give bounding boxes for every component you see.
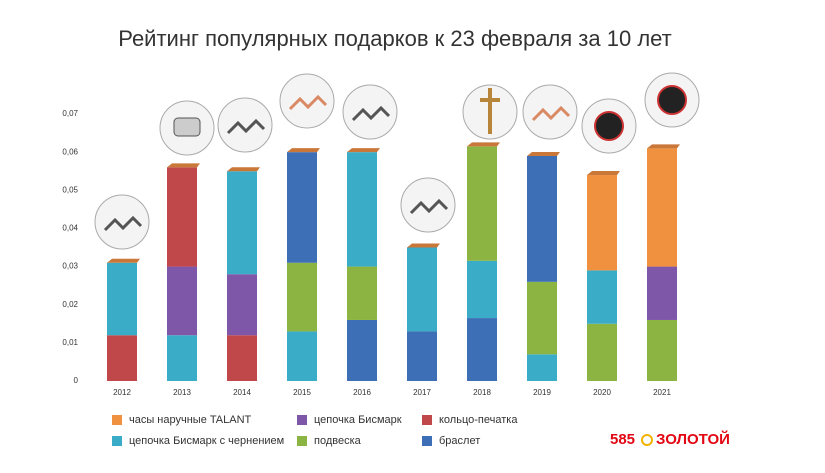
bar-cap <box>527 151 560 156</box>
bar-segment <box>467 146 497 261</box>
legend-label: цепочка Бисмарк с чернением <box>129 435 284 447</box>
x-tick-label: 2013 <box>173 388 191 397</box>
bar-segment <box>587 175 617 271</box>
brand-icon <box>641 434 653 446</box>
product-icons <box>94 72 700 250</box>
bar-segment <box>587 323 617 381</box>
bar-segment <box>647 266 677 320</box>
x-tick-label: 2012 <box>113 388 131 397</box>
legend-swatch <box>112 436 122 446</box>
bar-segment <box>527 354 557 381</box>
bar-segment <box>227 171 257 275</box>
legend-label: часы наручные TALANT <box>129 414 252 426</box>
bar-cap <box>347 148 380 153</box>
bar-cap <box>167 163 200 168</box>
y-tick-label: 0 <box>74 376 79 385</box>
x-tick-label: 2015 <box>293 388 311 397</box>
legend-label: браслет <box>439 435 480 447</box>
legend-swatch <box>297 415 307 425</box>
bar-cap <box>107 258 140 263</box>
legend-swatch <box>297 436 307 446</box>
x-tick-label: 2020 <box>593 388 611 397</box>
bar-segment <box>167 266 197 336</box>
bar-cap <box>407 243 440 248</box>
bar-segment <box>227 274 257 336</box>
bar-segment <box>407 247 437 332</box>
legend-swatch <box>422 415 432 425</box>
chart-title: Рейтинг популярных подарков к 23 февраля… <box>118 26 672 51</box>
x-tick-label: 2016 <box>353 388 371 397</box>
bar-segment <box>527 281 557 355</box>
bar-segment <box>107 262 137 336</box>
y-tick-label: 0,01 <box>62 338 78 347</box>
y-tick-label: 0,03 <box>62 262 78 271</box>
bar-segment <box>347 319 377 381</box>
y-tick-label: 0,04 <box>62 224 78 233</box>
bar-segment <box>467 318 497 381</box>
bar-cap <box>287 148 320 153</box>
bar-cap <box>467 142 500 147</box>
bar-segment <box>347 152 377 267</box>
legend-label: кольцо-печатка <box>439 414 518 426</box>
bar-segment <box>587 270 617 324</box>
bar-segment <box>287 262 317 332</box>
bar-segment <box>467 260 497 319</box>
bar-segment <box>647 148 677 267</box>
x-tick-label: 2014 <box>233 388 251 397</box>
brand-number: 585 <box>610 431 635 448</box>
x-tick-label: 2017 <box>413 388 431 397</box>
x-tick-label: 2018 <box>473 388 491 397</box>
y-tick-label: 0,06 <box>62 147 78 156</box>
bar-cap <box>227 167 260 172</box>
bar-segment <box>107 335 137 381</box>
legend-swatch <box>112 415 122 425</box>
y-tick-label: 0,02 <box>62 300 78 309</box>
x-tick-label: 2021 <box>653 388 671 397</box>
bar-segment <box>167 335 197 381</box>
bar-segment <box>167 167 197 267</box>
legend-label: цепочка Бисмарк <box>314 414 402 426</box>
bar-cap <box>587 171 620 176</box>
bar-segment <box>407 331 437 381</box>
bar-segment <box>527 155 557 282</box>
bar-segment <box>647 319 677 381</box>
bar-segment <box>287 331 317 381</box>
legend-label: подвеска <box>314 435 362 447</box>
brand-name: ЗОЛОТОЙ <box>656 430 730 448</box>
bar-segment <box>227 335 257 381</box>
x-tick-label: 2019 <box>533 388 551 397</box>
bar-segment <box>287 152 317 263</box>
y-tick-label: 0,05 <box>62 185 78 194</box>
bar-cap <box>647 144 680 149</box>
bar-segment <box>347 266 377 320</box>
y-tick-label: 0,07 <box>62 109 78 118</box>
legend-swatch <box>422 436 432 446</box>
